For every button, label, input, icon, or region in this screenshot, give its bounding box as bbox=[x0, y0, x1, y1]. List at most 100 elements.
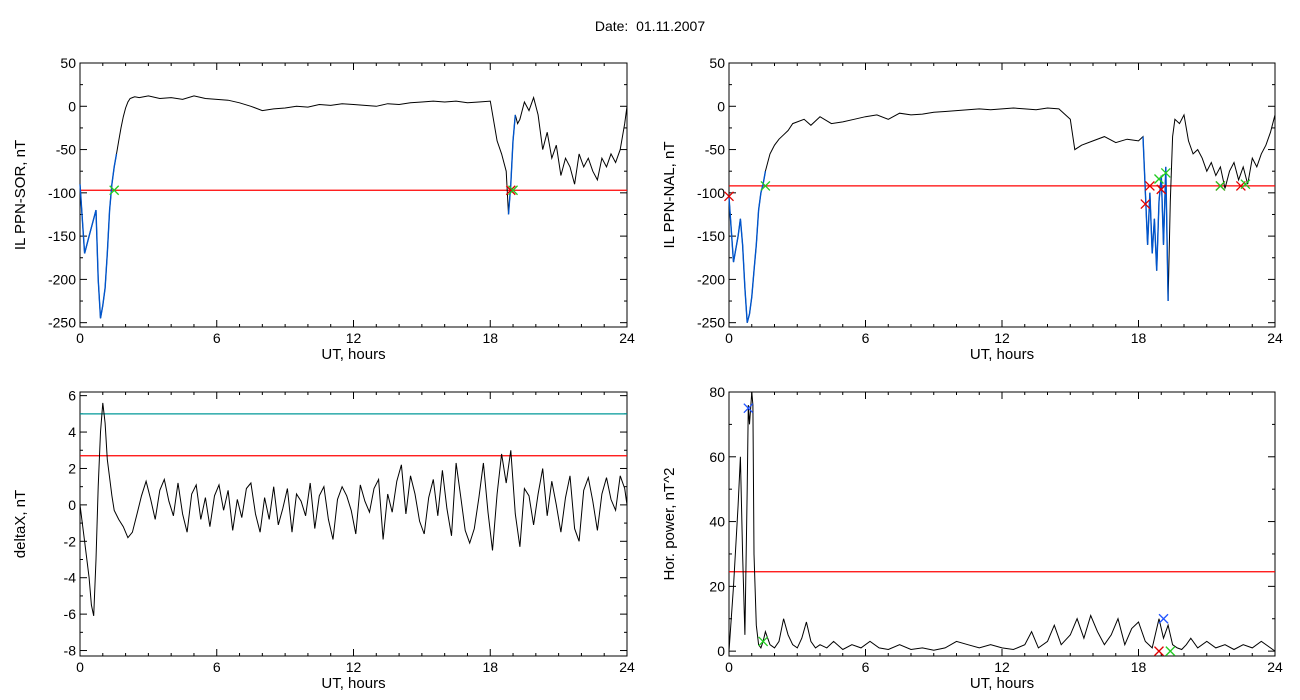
event-marker bbox=[1215, 180, 1226, 191]
event-marker-stroke bbox=[1165, 646, 1176, 657]
x-tick-label: 18 bbox=[482, 330, 498, 346]
y-tick-label: -250 bbox=[697, 315, 725, 331]
event-marker-stroke bbox=[109, 185, 120, 196]
event-marker-stroke bbox=[1156, 184, 1167, 195]
x-tick-label: 6 bbox=[213, 330, 221, 346]
event-marker bbox=[1158, 613, 1169, 624]
x-tick-label: 18 bbox=[1131, 659, 1147, 675]
x-tick-label: 0 bbox=[76, 330, 84, 346]
highlighted-segment bbox=[1142, 136, 1169, 302]
y-tick-label: 0 bbox=[717, 643, 725, 659]
event-marker bbox=[724, 191, 734, 202]
highlighted-segment bbox=[728, 171, 767, 323]
x-tick-label: 12 bbox=[994, 330, 1010, 346]
plot-frame bbox=[79, 62, 628, 328]
y-tick-label: -50 bbox=[705, 142, 725, 158]
series-line bbox=[79, 95, 628, 319]
y-tick-label: 6 bbox=[68, 388, 76, 404]
event-marker bbox=[1160, 167, 1171, 178]
y-axis-label: IL PPN-NAL, nT bbox=[661, 142, 678, 249]
event-marker bbox=[758, 636, 769, 647]
x-tick-label: 24 bbox=[1267, 659, 1283, 675]
event-marker-stroke bbox=[758, 636, 769, 647]
event-marker-stroke bbox=[1240, 179, 1251, 190]
y-tick-label: 50 bbox=[709, 55, 725, 71]
panel-hor-power: 0 6 12 18 24 80 60 40 20 0 UT, hours Hor. power, nT… bbox=[661, 384, 1283, 692]
panel-ppn-sor: 0 6 12 18 24 50 0 -50 -100 -150 -200 -250 UT, hours I… bbox=[12, 55, 635, 363]
event-marker-stroke bbox=[760, 180, 771, 191]
event-marker bbox=[1154, 646, 1164, 657]
event-marker-stroke bbox=[1160, 167, 1171, 178]
y-tick-label: 0 bbox=[68, 98, 76, 114]
x-tick-label: 24 bbox=[619, 659, 635, 675]
y-tick-label: -100 bbox=[697, 185, 725, 201]
y-tick-label: -200 bbox=[48, 271, 76, 287]
figure-title: Date: 01.11.2007 bbox=[594, 18, 706, 34]
y-tick-label: -250 bbox=[48, 315, 76, 331]
plot-frame bbox=[728, 391, 1276, 657]
event-marker-stroke bbox=[743, 403, 754, 414]
event-marker-stroke bbox=[1154, 646, 1164, 657]
y-tick-label: 4 bbox=[68, 424, 76, 440]
event-marker bbox=[1156, 184, 1167, 195]
y-tick-label: -150 bbox=[48, 228, 76, 244]
x-tick-label: 0 bbox=[76, 659, 84, 675]
y-tick-label: 50 bbox=[60, 55, 76, 71]
y-axis-label: deltaX, nT bbox=[12, 490, 29, 558]
y-tick-label: 0 bbox=[717, 98, 725, 114]
y-tick-label: -200 bbox=[697, 271, 725, 287]
x-axis-label: UT, hours bbox=[321, 346, 385, 363]
y-axis-label: IL PPN-SOR, nT bbox=[12, 140, 29, 250]
x-tick-label: 0 bbox=[725, 330, 733, 346]
event-marker bbox=[760, 180, 771, 191]
x-tick-label: 6 bbox=[862, 659, 870, 675]
plot-frame bbox=[728, 62, 1276, 328]
x-tick-label: 0 bbox=[725, 659, 733, 675]
panel-ppn-nal: 0 6 12 18 24 50 0 -50 -100 -150 -200 -250 UT, hours I… bbox=[661, 55, 1283, 363]
y-tick-label: 60 bbox=[709, 449, 725, 465]
event-marker bbox=[1140, 199, 1151, 210]
y-tick-label: 0 bbox=[68, 497, 76, 513]
x-tick-label: 12 bbox=[346, 330, 362, 346]
x-tick-label: 12 bbox=[994, 659, 1010, 675]
highlighted-segment bbox=[507, 114, 516, 215]
event-marker bbox=[1144, 180, 1155, 191]
x-tick-label: 6 bbox=[213, 659, 221, 675]
event-marker-stroke bbox=[508, 185, 519, 196]
x-tick-label: 12 bbox=[346, 659, 362, 675]
y-tick-label: 80 bbox=[709, 384, 725, 400]
x-tick-label: 24 bbox=[619, 330, 635, 346]
event-marker-stroke bbox=[1140, 199, 1151, 210]
highlighted-segment bbox=[79, 153, 118, 319]
y-tick-label: 40 bbox=[709, 514, 725, 530]
y-tick-label: -100 bbox=[48, 185, 76, 201]
x-tick-label: 24 bbox=[1267, 330, 1283, 346]
y-tick-label: 2 bbox=[68, 460, 76, 476]
event-marker-stroke bbox=[1144, 180, 1155, 191]
event-marker-stroke bbox=[724, 191, 734, 202]
x-axis-label: UT, hours bbox=[321, 675, 385, 692]
y-tick-label: -8 bbox=[64, 643, 77, 659]
x-tick-label: 18 bbox=[482, 659, 498, 675]
event-marker bbox=[109, 185, 120, 196]
event-marker bbox=[508, 185, 519, 196]
series-line bbox=[79, 402, 628, 617]
x-tick-label: 18 bbox=[1131, 330, 1147, 346]
x-axis-label: UT, hours bbox=[970, 675, 1034, 692]
y-tick-label: -4 bbox=[64, 570, 77, 586]
x-axis-label: UT, hours bbox=[970, 346, 1034, 363]
event-marker bbox=[1165, 646, 1176, 657]
y-tick-label: -6 bbox=[64, 606, 77, 622]
event-marker bbox=[743, 403, 754, 414]
y-axis-label: Hor. power, nT^2 bbox=[661, 468, 678, 581]
x-tick-label: 6 bbox=[862, 330, 870, 346]
event-marker bbox=[1240, 179, 1251, 190]
y-tick-label: -2 bbox=[64, 533, 77, 549]
event-marker-stroke bbox=[1158, 613, 1169, 624]
y-tick-label: -50 bbox=[56, 142, 76, 158]
series-line bbox=[728, 391, 1276, 652]
event-marker-stroke bbox=[1215, 180, 1226, 191]
y-tick-label: 20 bbox=[709, 578, 725, 594]
panel-deltax: 0 6 12 18 24 6 4 2 0 -2 -4 -6 -8 UT, hours deltaX, nT bbox=[12, 388, 635, 692]
